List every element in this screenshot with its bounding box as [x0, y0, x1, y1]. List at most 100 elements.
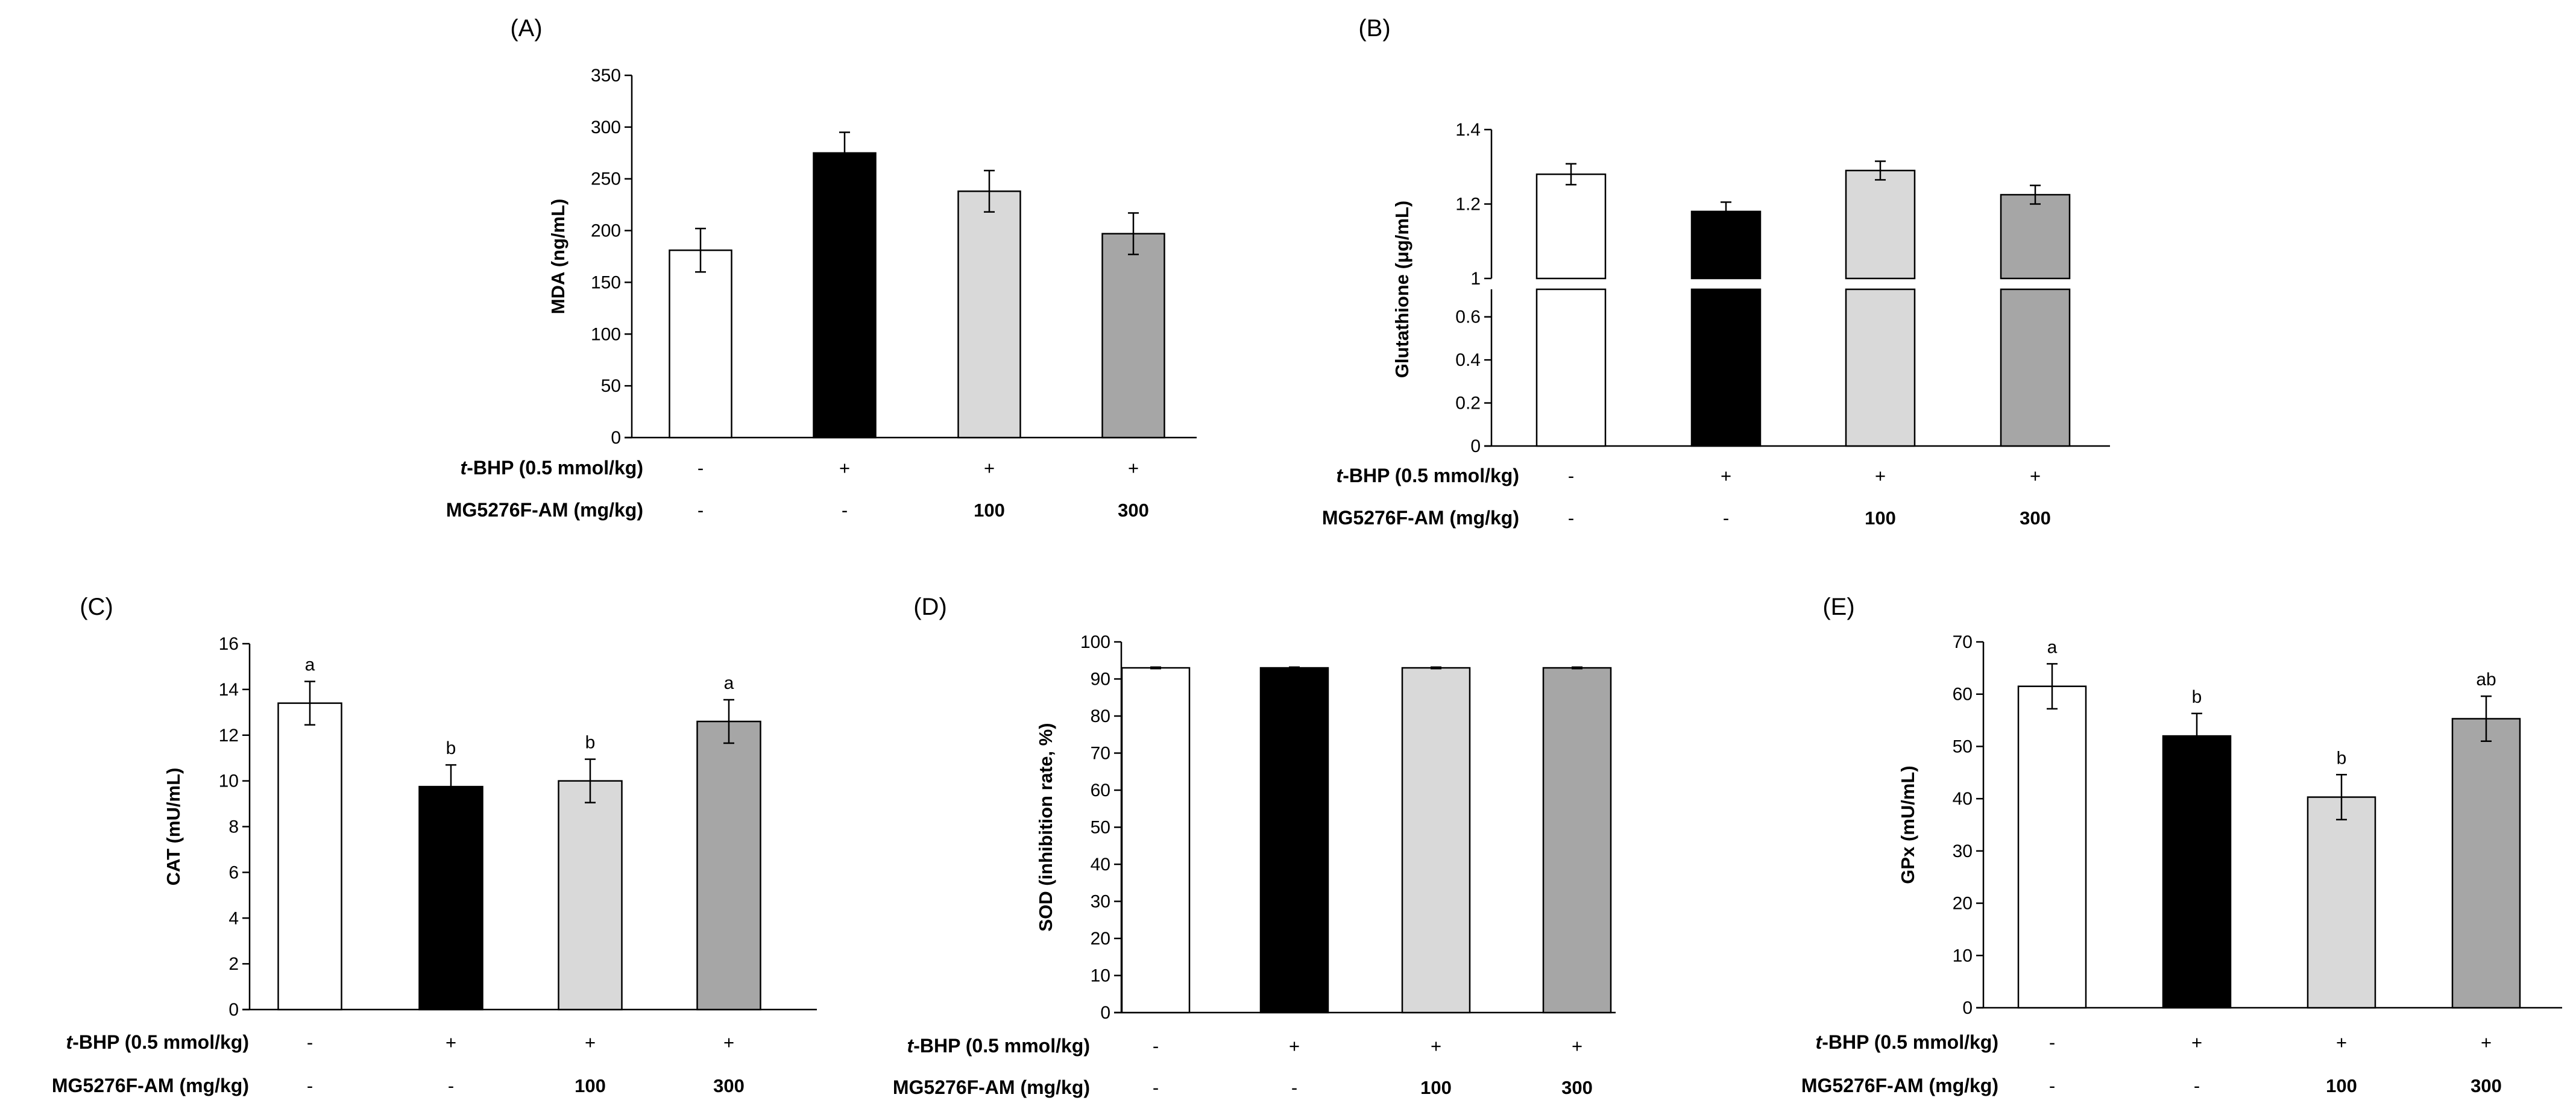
bar-1 [813, 152, 877, 439]
chart-panel-d: (D) 0 10 20 30 40 50 60 70 80 90 100 SOD (inhibition… [893, 594, 1616, 1098]
tbhp-row-text: -BHP (0.5 mmol/kg) [1822, 1031, 1998, 1053]
bar-3 [1101, 233, 1165, 439]
tbhp-value-2: + [1875, 465, 1886, 486]
bar-upper-2 [1845, 169, 1916, 280]
tbhp-row-text: -BHP (0.5 mmol/kg) [913, 1035, 1090, 1057]
tbhp-row-label: t-BHP (0.5 mmol/kg) [461, 457, 643, 479]
panel-label-a: (A) [510, 15, 542, 42]
mg-value-2: 100 [2326, 1075, 2357, 1096]
mg-value-0: - [1153, 1077, 1159, 1098]
tbhp-row-prefix: t [461, 457, 468, 479]
tbhp-value-0: - [2049, 1032, 2055, 1053]
y-axis-title: CAT (mU/mL) [163, 768, 184, 886]
y-tick-label: 60 [1953, 685, 1973, 705]
y-tick-label: 60 [1091, 781, 1110, 800]
bar-upper-0 [1535, 173, 1607, 280]
significance-letter-1: b [446, 738, 456, 758]
tbhp-value-1: + [1721, 465, 1731, 486]
mg-row-label: MG5276F-AM (mg/kg) [52, 1075, 249, 1096]
y-axis-title: SOD (inhibition rate, %) [1035, 723, 1056, 931]
tbhp-value-1: + [2191, 1032, 2202, 1053]
y-tick-label: 20 [1953, 894, 1973, 914]
panel-label-e: (E) [1822, 594, 1854, 620]
bar-lower-3 [2000, 288, 2071, 447]
y-tick-label: 250 [591, 169, 621, 189]
bar-0 [1121, 667, 1191, 1014]
tbhp-value-2: + [585, 1032, 596, 1053]
tbhp-row-label: t-BHP (0.5 mmol/kg) [1337, 465, 1519, 486]
y-tick-label: 100 [1080, 632, 1110, 652]
mg-value-1: - [448, 1075, 454, 1096]
bar-lower-0 [1535, 288, 1607, 447]
bar-3 [2451, 718, 2521, 1009]
mg-value-3: 300 [2020, 507, 2051, 529]
mg-row-label: MG5276F-AM (mg/kg) [1801, 1075, 1998, 1096]
panel-label-d: (D) [913, 594, 947, 620]
mg-row-label: MG5276F-AM (mg/kg) [893, 1076, 1090, 1098]
bar-lower-2 [1845, 288, 1916, 447]
tbhp-row-text: -BHP (0.5 mmol/kg) [72, 1031, 249, 1053]
tbhp-row-text: -BHP (0.5 mmol/kg) [467, 457, 643, 479]
significance-letter-1: b [2192, 687, 2202, 707]
y-tick-label: 30 [1953, 841, 1973, 861]
y-tick-label: 70 [1953, 632, 1973, 652]
tbhp-value-3: + [1572, 1035, 1582, 1057]
y-tick-label: 0 [1470, 436, 1481, 456]
tbhp-value-0: - [307, 1032, 313, 1053]
y-tick-label: 16 [219, 634, 239, 654]
y-tick-label: 0.6 [1455, 307, 1481, 327]
y-tick-label: 10 [219, 771, 239, 791]
tbhp-row-label: t-BHP (0.5 mmol/kg) [66, 1031, 249, 1053]
panel-label-b: (B) [1358, 15, 1390, 42]
y-tick-label: 350 [591, 66, 621, 86]
tbhp-row-prefix: t [1337, 465, 1344, 486]
y-tick-label: 90 [1091, 670, 1110, 690]
bar-1 [2162, 735, 2232, 1009]
mg-value-1: - [2194, 1075, 2200, 1096]
y-tick-label: 20 [1091, 929, 1110, 949]
bar-0 [669, 249, 732, 439]
tbhp-value-1: + [1289, 1035, 1300, 1057]
bar-1 [1259, 667, 1329, 1014]
y-tick-label: 40 [1091, 855, 1110, 875]
y-tick-label: 100 [591, 324, 621, 344]
y-axis-title: MDA (ng/mL) [547, 199, 568, 315]
tbhp-value-3: + [2030, 465, 2041, 486]
y-tick-label: 2 [228, 954, 239, 974]
y-tick-label: 50 [601, 376, 621, 396]
chart-panel-a: (A) 0 50 100 150 200 250 300 350 MDA (ng/mL) t-BHP… [446, 15, 1197, 521]
tbhp-row-text: -BHP (0.5 mmol/kg) [1343, 465, 1519, 486]
mg-value-0: - [2049, 1075, 2055, 1096]
tbhp-value-0: - [698, 457, 704, 479]
mg-value-3: 300 [1118, 500, 1149, 521]
bar-upper-3 [2000, 193, 2071, 280]
tbhp-value-3: + [723, 1032, 734, 1053]
y-tick-label: 150 [591, 272, 621, 292]
significance-letter-0: a [2047, 637, 2058, 657]
y-tick-label: 0.4 [1455, 350, 1481, 370]
y-tick-label: 70 [1091, 744, 1110, 764]
y-tick-label: 1.2 [1455, 195, 1481, 215]
y-tick-label: 40 [1953, 789, 1973, 809]
mg-value-1: - [1723, 507, 1729, 529]
mg-value-2: 100 [575, 1075, 606, 1096]
chart-panel-b: (B) 0 0.2 0.4 0.6 1 1.2 1.4 Glutathione (μg/mL) t… [1322, 15, 2110, 529]
y-tick-label: 0 [611, 428, 621, 448]
y-tick-label: 12 [219, 726, 239, 746]
tbhp-value-3: + [1128, 457, 1139, 479]
significance-letter-3: a [724, 673, 734, 693]
tbhp-value-2: + [984, 457, 995, 479]
mg-value-3: 300 [1561, 1077, 1593, 1098]
bar-2 [1401, 667, 1471, 1014]
y-tick-label: 0 [1100, 1003, 1110, 1023]
significance-letter-0: a [305, 655, 315, 675]
mg-value-0: - [1568, 507, 1574, 529]
mg-row-label: MG5276F-AM (mg/kg) [1322, 507, 1519, 529]
y-axis-title: Glutathione (μg/mL) [1391, 201, 1412, 379]
mg-value-3: 300 [713, 1075, 745, 1096]
y-tick-label: 0 [1962, 998, 1973, 1018]
y-tick-label: 200 [591, 221, 621, 241]
bar-0 [277, 702, 342, 1011]
